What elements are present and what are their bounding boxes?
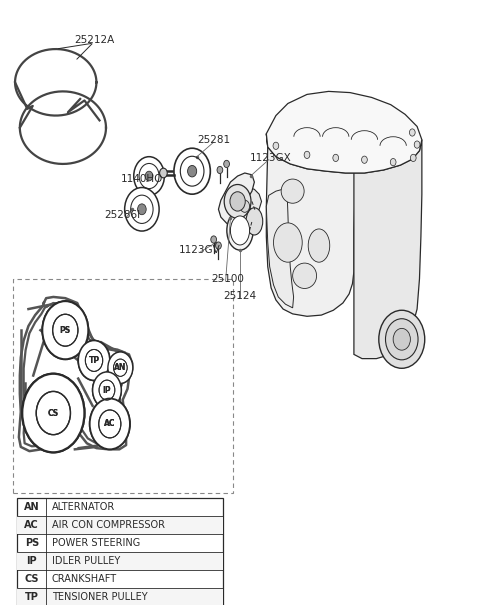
Circle shape: [188, 165, 197, 177]
Text: ALTERNATOR: ALTERNATOR: [52, 502, 115, 511]
Polygon shape: [266, 92, 422, 173]
Circle shape: [390, 159, 396, 166]
Circle shape: [108, 352, 133, 384]
Ellipse shape: [308, 229, 330, 262]
Text: 1123GX: 1123GX: [250, 153, 292, 163]
Text: PS: PS: [60, 325, 71, 335]
Text: IP: IP: [103, 385, 111, 395]
Circle shape: [93, 372, 121, 408]
Text: AIR CON COMPRESSOR: AIR CON COMPRESSOR: [52, 520, 165, 530]
Text: 25212A: 25212A: [74, 35, 114, 45]
Text: 25100: 25100: [212, 274, 244, 284]
Ellipse shape: [227, 211, 253, 250]
Circle shape: [379, 310, 425, 368]
Circle shape: [304, 152, 310, 159]
Text: TP: TP: [88, 356, 99, 365]
Circle shape: [42, 301, 88, 359]
Circle shape: [217, 167, 223, 173]
Circle shape: [409, 129, 415, 136]
Circle shape: [78, 341, 110, 381]
Text: CRANKSHAFT: CRANKSHAFT: [52, 574, 117, 584]
Bar: [17, 588, 223, 606]
Text: AC: AC: [104, 419, 116, 428]
Circle shape: [224, 161, 229, 168]
Text: 25124: 25124: [223, 291, 257, 301]
Circle shape: [240, 200, 250, 212]
Text: 1140HO: 1140HO: [120, 174, 163, 184]
Bar: [12, 279, 233, 493]
Circle shape: [134, 157, 164, 195]
Bar: [17, 552, 223, 570]
Circle shape: [230, 191, 245, 211]
Text: IDLER PULLEY: IDLER PULLEY: [52, 556, 120, 566]
Circle shape: [22, 374, 84, 452]
Circle shape: [125, 187, 159, 231]
Circle shape: [90, 399, 130, 449]
Ellipse shape: [230, 216, 250, 245]
Text: 1123GV: 1123GV: [179, 245, 220, 255]
Polygon shape: [266, 188, 294, 308]
Circle shape: [233, 193, 242, 205]
Text: CS: CS: [24, 574, 39, 584]
Circle shape: [333, 155, 338, 162]
Text: TP: TP: [88, 356, 99, 365]
Text: 25286I: 25286I: [105, 210, 141, 221]
Text: IP: IP: [26, 556, 37, 566]
Text: CS: CS: [48, 408, 59, 418]
Circle shape: [159, 168, 167, 178]
Ellipse shape: [191, 158, 208, 185]
Circle shape: [93, 372, 121, 408]
Circle shape: [385, 319, 418, 360]
Text: 25281: 25281: [197, 135, 230, 145]
Bar: [17, 516, 223, 534]
Polygon shape: [234, 187, 262, 221]
Ellipse shape: [293, 263, 317, 288]
Text: AN: AN: [24, 502, 40, 511]
Text: POWER STEERING: POWER STEERING: [52, 538, 140, 548]
Ellipse shape: [274, 223, 302, 262]
Ellipse shape: [281, 179, 304, 203]
Circle shape: [216, 242, 221, 249]
Polygon shape: [266, 134, 355, 316]
Circle shape: [414, 141, 420, 148]
Circle shape: [410, 155, 416, 162]
Circle shape: [211, 236, 216, 243]
Text: TP: TP: [25, 593, 39, 602]
Circle shape: [361, 156, 367, 164]
Text: AC: AC: [24, 520, 39, 530]
Polygon shape: [354, 140, 422, 359]
Circle shape: [78, 341, 110, 381]
Circle shape: [42, 301, 88, 359]
Text: TENSIONER PULLEY: TENSIONER PULLEY: [52, 593, 147, 602]
Circle shape: [22, 374, 84, 452]
Text: CS: CS: [48, 408, 59, 418]
Text: AC: AC: [104, 419, 116, 428]
Text: PS: PS: [60, 325, 71, 335]
Text: IP: IP: [103, 385, 111, 395]
Ellipse shape: [246, 208, 263, 235]
Text: AN: AN: [114, 363, 127, 372]
Polygon shape: [218, 173, 254, 229]
Circle shape: [273, 142, 279, 150]
Circle shape: [174, 148, 210, 194]
Circle shape: [224, 184, 251, 218]
Text: AN: AN: [114, 363, 127, 372]
Circle shape: [90, 399, 130, 449]
Bar: [17, 498, 223, 606]
Circle shape: [393, 328, 410, 350]
Circle shape: [138, 204, 146, 215]
Text: PS: PS: [24, 538, 39, 548]
Circle shape: [145, 171, 153, 181]
Circle shape: [108, 352, 133, 384]
